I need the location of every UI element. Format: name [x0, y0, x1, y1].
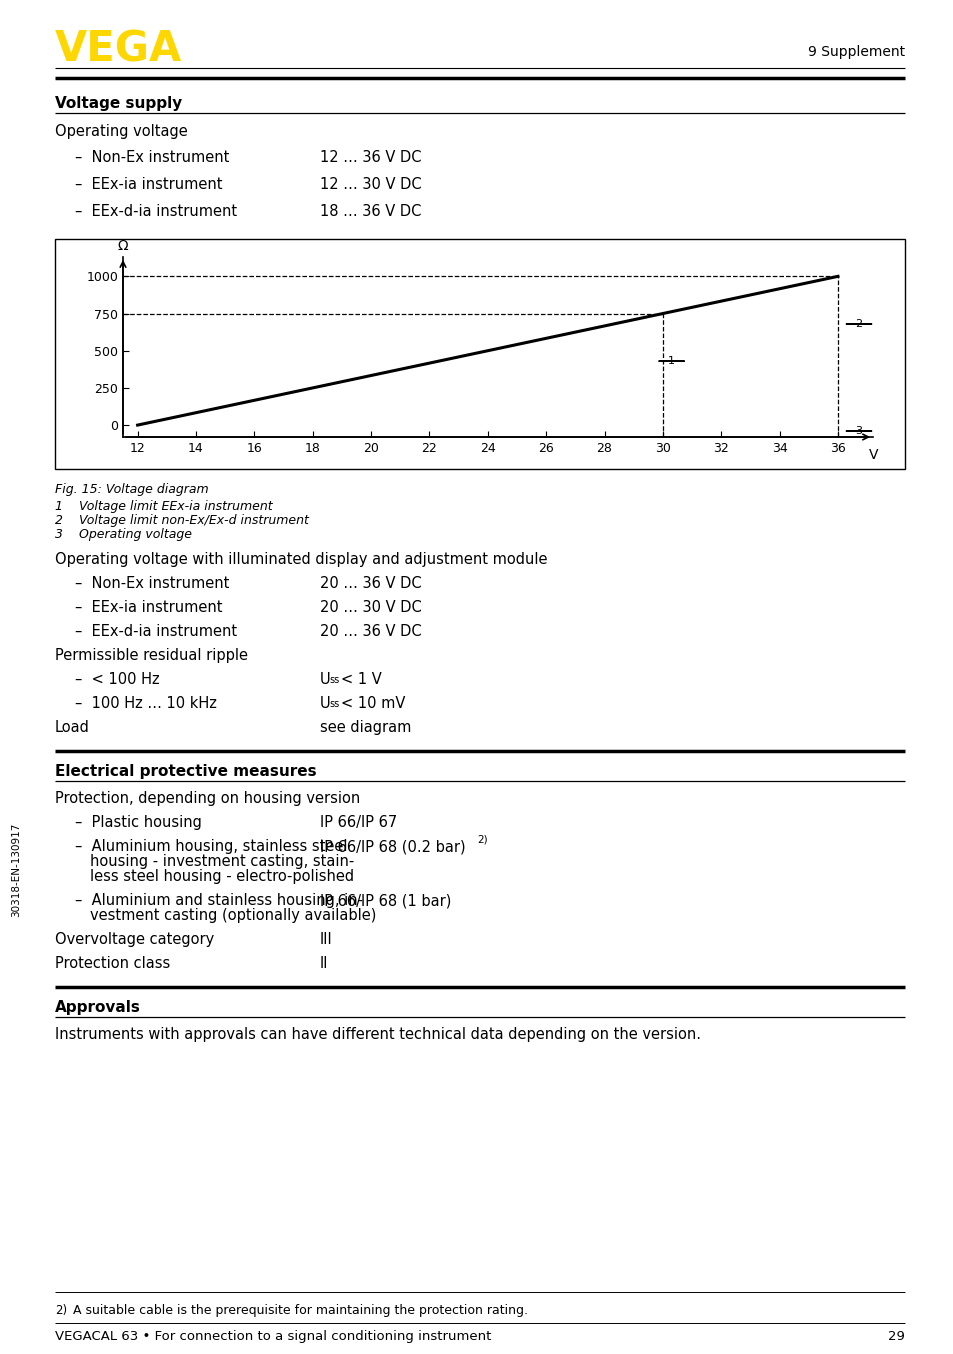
Text: A suitable cable is the prerequisite for maintaining the protection rating.: A suitable cable is the prerequisite for… [73, 1304, 527, 1317]
Text: 1    Voltage limit EEx-ia instrument: 1 Voltage limit EEx-ia instrument [55, 500, 273, 513]
Text: 2    Voltage limit non-Ex/Ex-d instrument: 2 Voltage limit non-Ex/Ex-d instrument [55, 515, 309, 527]
Text: < 1 V: < 1 V [340, 672, 381, 686]
Text: II: II [319, 956, 328, 971]
Text: VEGA: VEGA [55, 28, 182, 70]
Text: –  EEx-d-ia instrument: – EEx-d-ia instrument [75, 624, 237, 639]
Text: 2): 2) [55, 1304, 67, 1317]
Text: –  Aluminium and stainless housing, in-: – Aluminium and stainless housing, in- [75, 894, 363, 909]
Text: 20 … 36 V DC: 20 … 36 V DC [319, 575, 421, 590]
Bar [55, 240, 904, 468]
Text: 20 … 36 V DC: 20 … 36 V DC [319, 624, 421, 639]
Text: Voltage supply: Voltage supply [55, 96, 182, 111]
Text: –  Non-Ex instrument: – Non-Ex instrument [75, 575, 229, 590]
Text: 2): 2) [476, 835, 487, 845]
Text: IP 66/IP 67: IP 66/IP 67 [319, 815, 396, 830]
Text: U: U [319, 672, 331, 686]
Text: 9 Supplement: 9 Supplement [807, 45, 904, 60]
Text: IP 66/IP 68 (0.2 bar): IP 66/IP 68 (0.2 bar) [319, 839, 465, 854]
Text: –  EEx-ia instrument: – EEx-ia instrument [75, 177, 222, 192]
Text: 20 … 30 V DC: 20 … 30 V DC [319, 600, 421, 615]
Text: Overvoltage category: Overvoltage category [55, 932, 214, 946]
Text: Electrical protective measures: Electrical protective measures [55, 764, 316, 779]
Text: Ω: Ω [117, 240, 128, 253]
Text: ss: ss [329, 676, 339, 685]
Text: –  EEx-d-ia instrument: – EEx-d-ia instrument [75, 204, 237, 219]
Text: Load: Load [55, 720, 90, 735]
Text: 2: 2 [855, 320, 862, 329]
Text: V: V [868, 448, 877, 462]
Text: less steel housing - electro-polished: less steel housing - electro-polished [90, 869, 354, 884]
Text: 18 … 36 V DC: 18 … 36 V DC [319, 204, 421, 219]
Text: –  Plastic housing: – Plastic housing [75, 815, 202, 830]
Text: 1: 1 [667, 356, 675, 366]
Text: IP 66/IP 68 (1 bar): IP 66/IP 68 (1 bar) [319, 894, 451, 909]
Text: VEGACAL 63 • For connection to a signal conditioning instrument: VEGACAL 63 • For connection to a signal … [55, 1330, 491, 1343]
Text: –  < 100 Hz: – < 100 Hz [75, 672, 159, 686]
Text: –  100 Hz … 10 kHz: – 100 Hz … 10 kHz [75, 696, 216, 711]
Text: 29: 29 [887, 1330, 904, 1343]
Text: –  Non-Ex instrument: – Non-Ex instrument [75, 150, 229, 165]
Text: 12 … 36 V DC: 12 … 36 V DC [319, 150, 421, 165]
Text: < 10 mV: < 10 mV [340, 696, 405, 711]
Text: 3: 3 [855, 427, 862, 436]
Text: –  EEx-ia instrument: – EEx-ia instrument [75, 600, 222, 615]
Text: 3    Operating voltage: 3 Operating voltage [55, 528, 192, 542]
Text: housing - investment casting, stain-: housing - investment casting, stain- [90, 854, 354, 869]
Text: see diagram: see diagram [319, 720, 411, 735]
Text: Operating voltage: Operating voltage [55, 125, 188, 139]
Text: –  Aluminium housing, stainless steel: – Aluminium housing, stainless steel [75, 839, 347, 854]
Text: Instruments with approvals can have different technical data depending on the ve: Instruments with approvals can have diff… [55, 1026, 700, 1043]
Text: Protection, depending on housing version: Protection, depending on housing version [55, 791, 360, 806]
Text: 30318-EN-130917: 30318-EN-130917 [11, 823, 21, 917]
Text: Operating voltage with illuminated display and adjustment module: Operating voltage with illuminated displ… [55, 552, 547, 567]
Text: ss: ss [329, 699, 339, 709]
Text: Protection class: Protection class [55, 956, 170, 971]
Text: vestment casting (optionally available): vestment casting (optionally available) [90, 909, 376, 923]
Text: 12 … 30 V DC: 12 … 30 V DC [319, 177, 421, 192]
Text: III: III [319, 932, 333, 946]
Text: Fig. 15: Voltage diagram: Fig. 15: Voltage diagram [55, 483, 209, 496]
Text: Approvals: Approvals [55, 1001, 141, 1016]
Text: U: U [319, 696, 331, 711]
Text: Permissible residual ripple: Permissible residual ripple [55, 649, 248, 663]
